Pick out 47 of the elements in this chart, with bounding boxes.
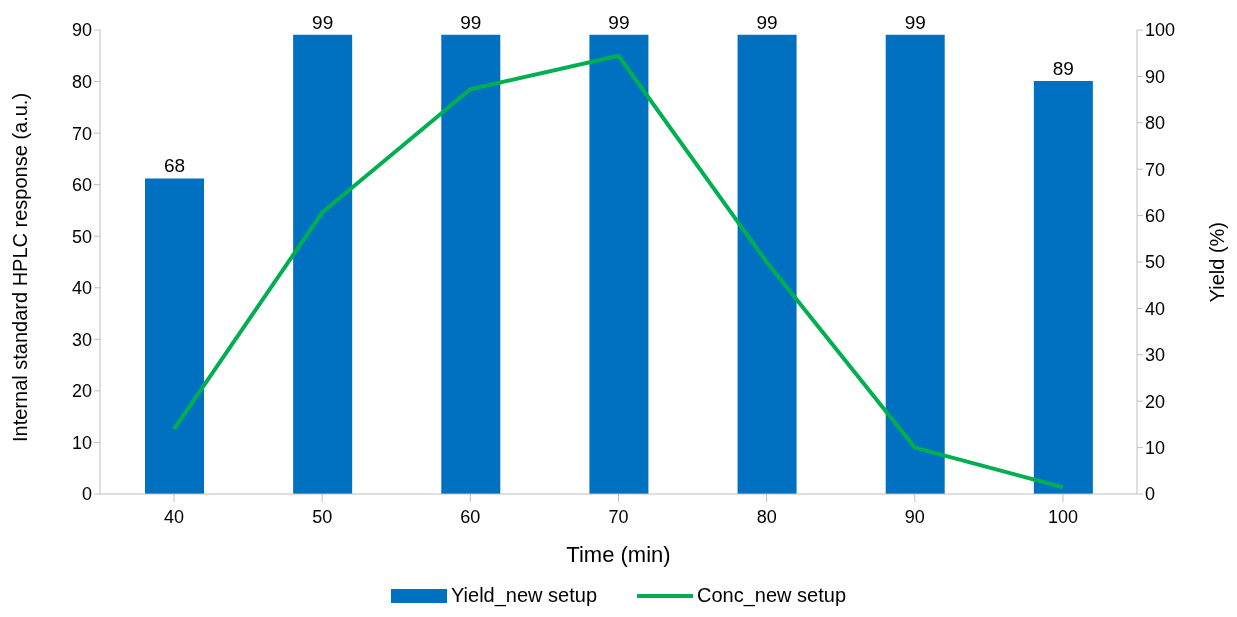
- y-tick-label: 60: [71, 175, 92, 196]
- y2-tick-label: 40: [1145, 298, 1166, 319]
- x-axis-title: Time (min): [566, 541, 671, 567]
- x-tick-label: 100: [1047, 506, 1078, 527]
- y2-tick-label: 100: [1145, 20, 1176, 41]
- x-tick-label: 60: [460, 506, 481, 527]
- x-tick-label: 40: [164, 506, 185, 527]
- bar: [1033, 81, 1093, 494]
- x-tick-label: 80: [756, 506, 777, 527]
- y2-tick-label: 30: [1145, 345, 1166, 366]
- y-tick-label: 50: [71, 226, 92, 247]
- y2-axis-title: Yield (%): [1206, 222, 1229, 303]
- data-label: 99: [460, 11, 482, 33]
- y-tick-label: 10: [71, 432, 92, 453]
- bar: [737, 34, 797, 494]
- data-label: 68: [163, 155, 186, 177]
- y-axis-title: Internal standard HPLC response (a.u.): [9, 92, 32, 442]
- y2-tick-label: 10: [1145, 437, 1166, 458]
- y2-tick-label: 80: [1145, 113, 1166, 134]
- legend-label: Conc_new setup: [697, 584, 846, 607]
- y2-tick-label: 90: [1145, 66, 1166, 87]
- y2-tick-label: 0: [1145, 484, 1156, 505]
- y-tick-label: 20: [71, 381, 92, 402]
- data-label: 99: [756, 11, 778, 33]
- data-label: 99: [904, 11, 926, 33]
- x-tick-label: 70: [608, 506, 629, 527]
- y-tick-label: 0: [81, 484, 92, 505]
- y-tick-label: 70: [71, 123, 92, 144]
- bar: [145, 178, 204, 494]
- y2-tick-label: 70: [1145, 159, 1166, 180]
- y-tick-label: 90: [71, 20, 92, 41]
- y-tick-label: 40: [71, 278, 92, 299]
- data-label: 99: [312, 11, 334, 33]
- data-label: 89: [1052, 58, 1074, 80]
- y2-tick-label: 50: [1145, 252, 1166, 273]
- bar: [885, 34, 945, 494]
- y2-tick-label: 20: [1145, 391, 1166, 412]
- y-tick-label: 30: [71, 329, 92, 350]
- data-label: 99: [608, 11, 630, 33]
- bar: [441, 34, 501, 494]
- bar: [589, 34, 649, 494]
- x-tick-label: 50: [312, 506, 333, 527]
- legend-label: Yield_new setup: [450, 584, 598, 607]
- y-tick-label: 80: [71, 71, 92, 92]
- bar: [293, 34, 353, 494]
- x-tick-label: 90: [904, 506, 925, 527]
- y2-tick-label: 60: [1145, 205, 1166, 226]
